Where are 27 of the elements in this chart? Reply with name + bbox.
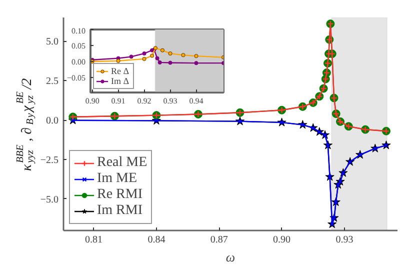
x-tick-label: 0.91	[111, 96, 126, 106]
x-tick-label: 0.93	[163, 96, 178, 106]
legend-label: Im Δ	[111, 76, 130, 86]
text: κBBEyyz, ∂ByχBEyz/2	[15, 78, 36, 172]
legend-label: Im ME	[97, 171, 138, 187]
y-tick-label: 0.05	[72, 41, 86, 50]
x-tick-label: 0.87	[210, 234, 228, 246]
y-tick-label: 5.0	[46, 36, 58, 48]
x-tick-label: 0.93	[336, 234, 354, 246]
x-tick-label: 0.92	[137, 96, 152, 106]
y-tick-label: 2.5	[46, 76, 58, 88]
legend-label: Re RMI	[97, 187, 142, 203]
y-tick-label: 0.0	[46, 116, 58, 127]
y-tick-label: −5.0	[40, 194, 58, 206]
y-tick-label: 0.10	[72, 26, 86, 36]
x-tick-label: 0.90	[85, 96, 100, 106]
legend-label: Im RMI	[97, 203, 142, 219]
y-tick-label: −2.5	[40, 155, 58, 166]
x-tick-label: 0.84	[148, 234, 166, 246]
x-axis-title: ω	[226, 250, 236, 264]
x-tick-label: 0.90	[273, 234, 291, 246]
legend-label: Real ME	[97, 155, 148, 171]
y-tick-label: 0.00	[72, 57, 86, 66]
legend-label: Re Δ	[111, 66, 130, 76]
x-tick-label: 0.81	[85, 234, 103, 246]
y-tick-label: −0.05	[66, 73, 86, 82]
x-tick-label: 0.94	[189, 96, 204, 106]
